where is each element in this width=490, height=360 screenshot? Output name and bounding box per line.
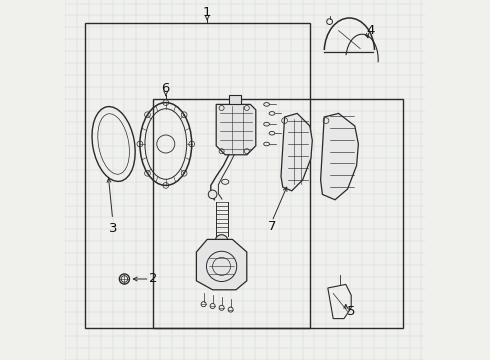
Ellipse shape [208,190,217,199]
Bar [85,23,310,328]
Text: 6: 6 [162,82,170,95]
Polygon shape [281,113,312,191]
Polygon shape [320,113,358,200]
Bar [153,99,403,328]
Text: 3: 3 [107,179,118,235]
Text: 7: 7 [268,220,276,233]
Polygon shape [216,104,256,155]
Polygon shape [229,95,242,104]
Polygon shape [196,239,247,290]
Text: 1: 1 [203,6,212,19]
Text: 2: 2 [149,273,157,285]
Text: 5: 5 [347,305,355,318]
Text: 4: 4 [367,24,375,37]
Ellipse shape [215,235,228,248]
